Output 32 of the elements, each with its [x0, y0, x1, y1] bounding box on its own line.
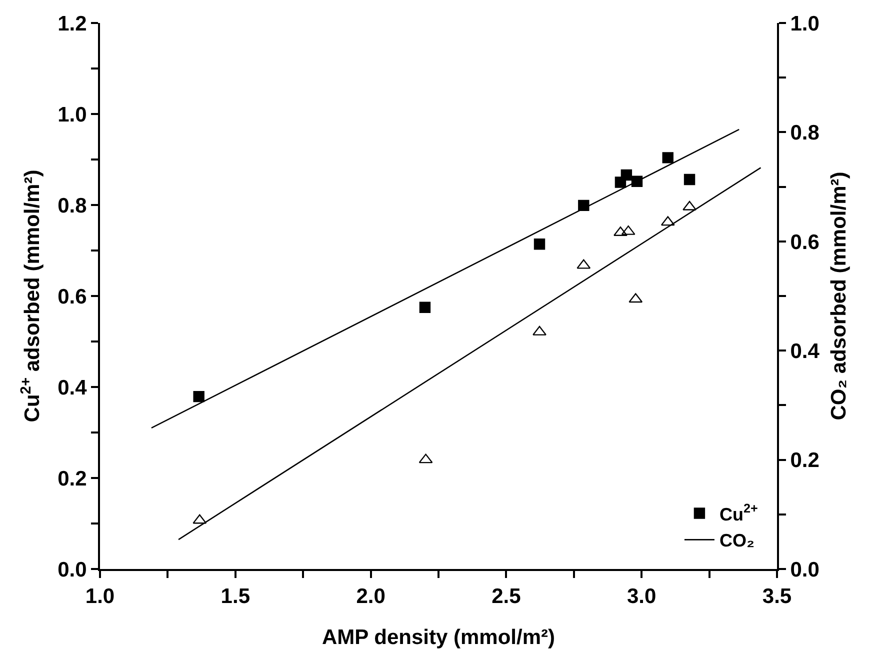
point: [614, 226, 628, 236]
x-axis-title: AMP density (mmol/m²): [322, 626, 555, 649]
point: [684, 174, 696, 186]
x-tick-label: 3.5: [762, 585, 792, 608]
y2-tick-label: 0.8: [790, 122, 820, 145]
point: [419, 302, 431, 313]
y2-tick-label: 0.4: [790, 340, 820, 363]
legend-label: Cu$^{2+}$: [719, 502, 758, 524]
y-tick-label: 1.0: [58, 103, 87, 126]
x-tick-label: 2.5: [492, 585, 522, 608]
y-tick-label: 0.0: [58, 558, 87, 582]
x-tick-label: 1.0: [85, 585, 115, 608]
y2-axis-title: CO₂ adsorbed (mmol/m²): [827, 172, 850, 420]
point: [534, 238, 546, 250]
x-tick-label: 2.0: [356, 585, 386, 608]
y-tick-label: 0.8: [58, 194, 88, 218]
y-tick-label: 0.4: [58, 376, 88, 400]
x-tick-label: 3.0: [627, 585, 656, 608]
point: [682, 200, 696, 210]
y-tick-label: 0.2: [58, 467, 87, 490]
point: [532, 326, 546, 336]
y2-tick-label: 0.2: [790, 449, 820, 472]
point: [662, 152, 674, 164]
point: [193, 390, 204, 402]
y2-tick-label: 1.0: [790, 12, 820, 36]
x-tick-label: 1.5: [220, 585, 250, 608]
legend-label: CO₂: [719, 530, 754, 551]
point: [620, 169, 632, 181]
y-tick-label: 1.2: [58, 12, 87, 36]
y2-tick-label: 0.6: [790, 230, 820, 254]
y2-tick-label: 0.0: [790, 558, 820, 582]
y-tick-label: 0.6: [58, 285, 87, 308]
